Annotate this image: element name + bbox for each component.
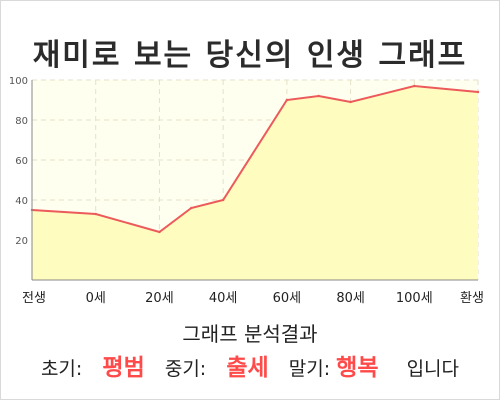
- data-point: [413, 84, 416, 88]
- early-value: 평범: [102, 355, 145, 381]
- y-tick-label: 40: [15, 196, 28, 207]
- data-point: [190, 206, 193, 210]
- data-point: [317, 94, 320, 98]
- analysis-heading: 그래프 분석결과: [182, 322, 318, 346]
- series-line: [31, 84, 479, 234]
- middle-label: 중기:: [164, 358, 207, 380]
- y-tick-label: 100: [9, 76, 28, 87]
- data-point: [349, 100, 352, 104]
- x-tick-label: 100세: [396, 291, 433, 306]
- x-tick-label: 80세: [336, 291, 365, 306]
- early-label: 초기:: [40, 358, 83, 380]
- y-tick-label: 20: [15, 236, 28, 247]
- x-tick-label: 20세: [145, 291, 174, 306]
- data-point: [476, 90, 480, 94]
- area-fill: [32, 86, 478, 280]
- x-tick-label: 60세: [273, 291, 302, 306]
- x-tick-label: 환생: [460, 291, 484, 306]
- x-tick-label: 전생: [22, 291, 46, 306]
- middle-value: 출세: [226, 355, 269, 381]
- life-chart: 20 40 60 80 100 전생 0세 20세 40세 60세 80세 100세 환생: [9, 76, 484, 306]
- y-tick-label: 60: [15, 156, 28, 167]
- chart-title: 재미로 보는 당신의 인생 그래프: [32, 38, 468, 73]
- analysis-result: 초기: 평범 중기: 출세 말기: 행복 입니다: [0, 348, 500, 382]
- ending-text: 입니다: [406, 358, 460, 380]
- data-point: [94, 212, 97, 216]
- data-point: [221, 198, 225, 202]
- data-point: [285, 98, 289, 102]
- x-tick-label: 40세: [209, 291, 238, 306]
- late-value: 행복: [336, 355, 379, 381]
- data-point: [158, 230, 161, 234]
- late-label: 말기:: [288, 358, 331, 380]
- x-tick-label: 0세: [86, 291, 106, 306]
- y-tick-label: 80: [15, 116, 28, 127]
